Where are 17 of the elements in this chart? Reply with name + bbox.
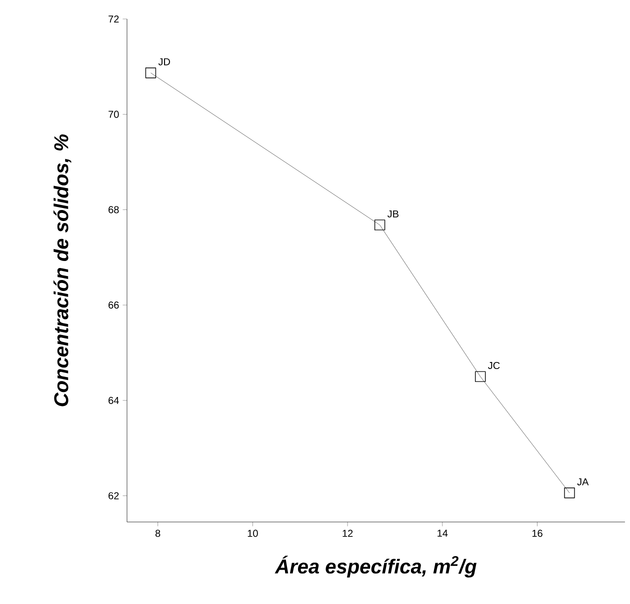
x-tick-label: 16 bbox=[532, 530, 542, 537]
y-axis-title: Concentración de sólidos, % bbox=[53, 134, 72, 406]
x-tick-label: 12 bbox=[342, 530, 353, 537]
annotation: JB bbox=[387, 210, 398, 218]
y-tick-label: 68 bbox=[108, 206, 119, 214]
y-tick-label: 72 bbox=[108, 16, 119, 22]
annotation: JA bbox=[577, 478, 589, 486]
annotation: JD bbox=[158, 58, 170, 66]
annotation: JC bbox=[488, 362, 500, 370]
x-tick-label: 14 bbox=[438, 530, 448, 537]
y-tick-label: 62 bbox=[108, 492, 119, 500]
x-tick-label: 8 bbox=[155, 530, 160, 537]
y-tick-label: 64 bbox=[108, 396, 119, 404]
x-axis-title: Área específica, m$^{2}$/g bbox=[274, 556, 477, 578]
y-tick-label: 70 bbox=[108, 110, 119, 118]
y-tick-label: 66 bbox=[108, 302, 119, 309]
x-tick-label: 10 bbox=[248, 530, 258, 537]
